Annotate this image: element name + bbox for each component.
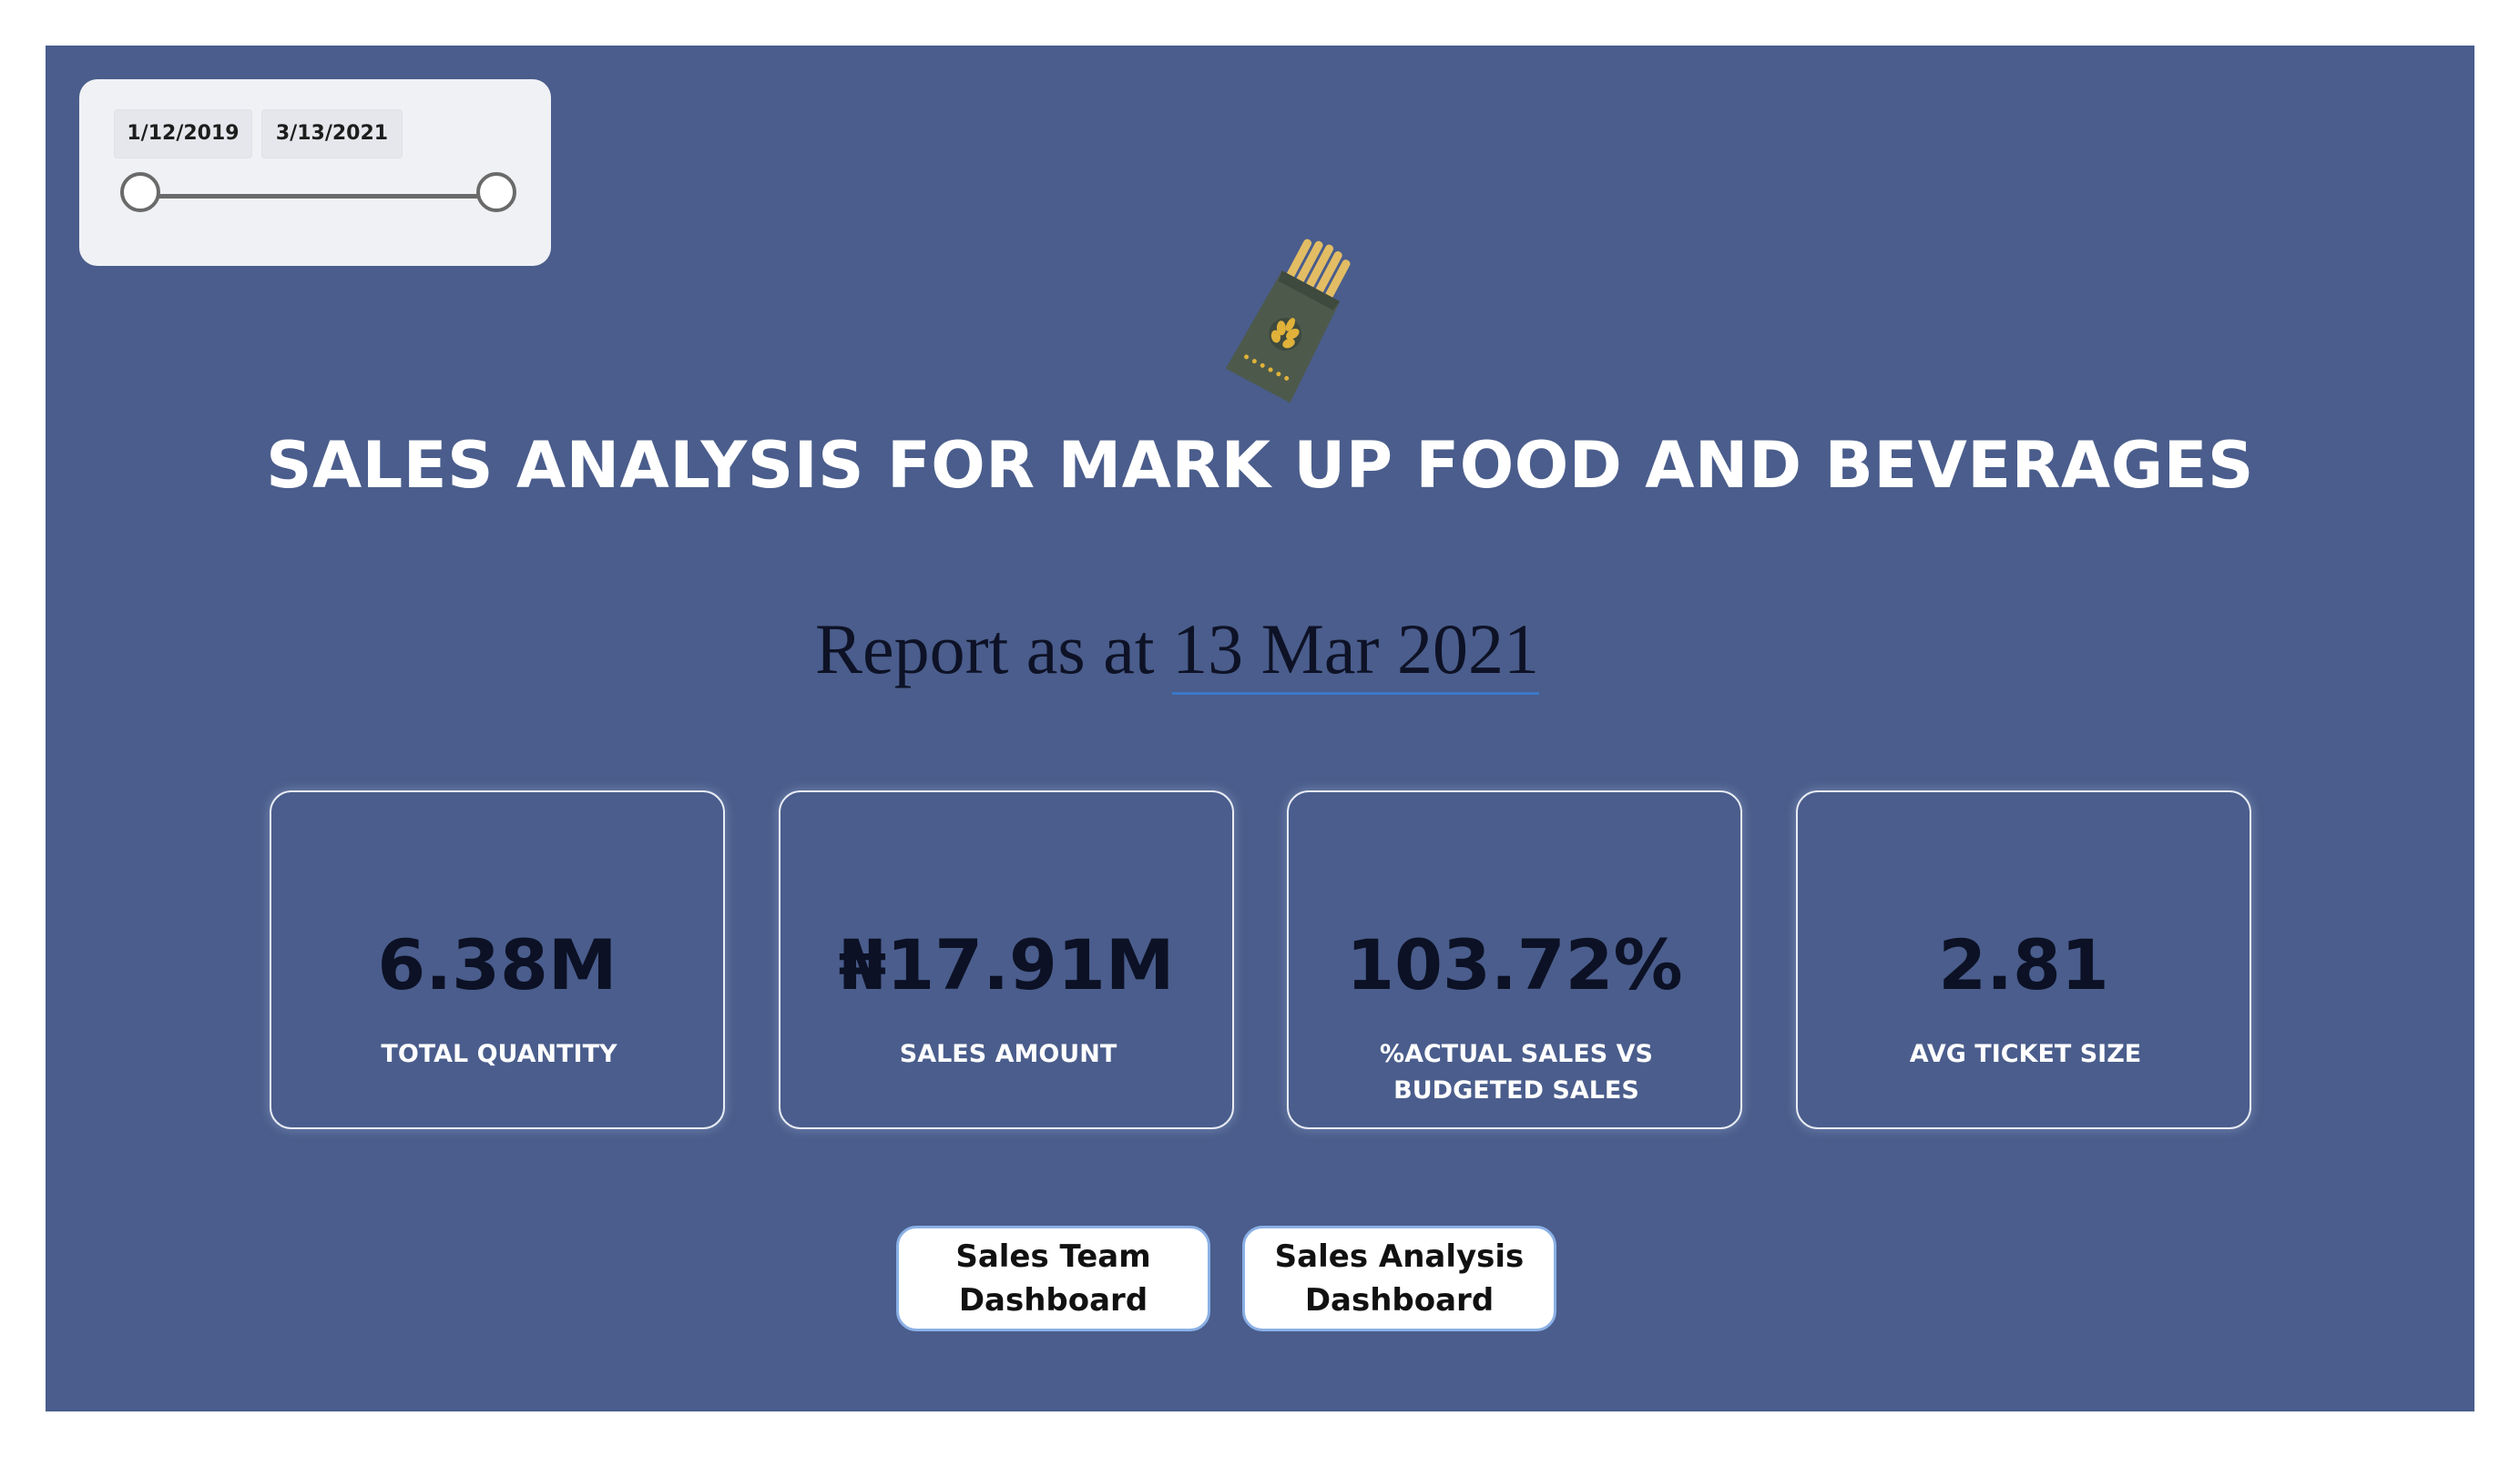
kpi-value: 2.81: [1938, 924, 2109, 1005]
report-date: 13 Mar 2021: [1172, 608, 1540, 695]
report-date-line: Report as at 13 Mar 2021: [815, 608, 1540, 695]
report-canvas: 1/12/2019 3/13/2021: [46, 46, 2474, 1411]
page-title: SALES ANALYSIS FOR MARK UP FOOD AND BEVE…: [266, 428, 2254, 503]
kpi-card-avg-ticket-size: 2.81 AVG TICKET SIZE: [1796, 790, 2251, 1129]
button-label: Sales Team Dashboard: [955, 1238, 1151, 1319]
date-slider-track[interactable]: [143, 194, 498, 199]
kpi-card-actual-vs-budget: 103.72% %ACTUAL SALES VS BUDGETED SALES: [1287, 790, 1742, 1129]
report-prefix: Report as at: [815, 609, 1155, 688]
kpi-label: TOTAL QUANTITY: [381, 1040, 617, 1068]
kpi-value: 6.38M: [377, 924, 617, 1005]
button-label: Sales Analysis Dashboard: [1274, 1238, 1525, 1319]
kpi-label: AVG TICKET SIZE: [1909, 1040, 2142, 1068]
date-range-slicer[interactable]: 1/12/2019 3/13/2021: [79, 79, 551, 266]
sales-team-dashboard-button[interactable]: Sales Team Dashboard: [896, 1226, 1210, 1331]
end-slider-handle[interactable]: [476, 172, 516, 212]
kpi-value: ₦17.91M: [838, 924, 1175, 1005]
start-slider-handle[interactable]: [120, 172, 160, 212]
kpi-value: 103.72%: [1346, 924, 1683, 1005]
kpi-card-sales-amount: ₦17.91M SALES AMOUNT: [779, 790, 1234, 1129]
start-date-input[interactable]: 1/12/2019: [114, 109, 252, 158]
kpi-label: SALES AMOUNT: [899, 1040, 1117, 1068]
end-date-input[interactable]: 3/13/2021: [261, 109, 403, 158]
sales-analysis-dashboard-button[interactable]: Sales Analysis Dashboard: [1242, 1226, 1556, 1331]
kpi-card-total-quantity: 6.38M TOTAL QUANTITY: [270, 790, 725, 1129]
grain-bag-icon: [1129, 228, 1457, 428]
kpi-label: %ACTUAL SALES VS BUDGETED SALES: [1380, 1040, 1653, 1105]
